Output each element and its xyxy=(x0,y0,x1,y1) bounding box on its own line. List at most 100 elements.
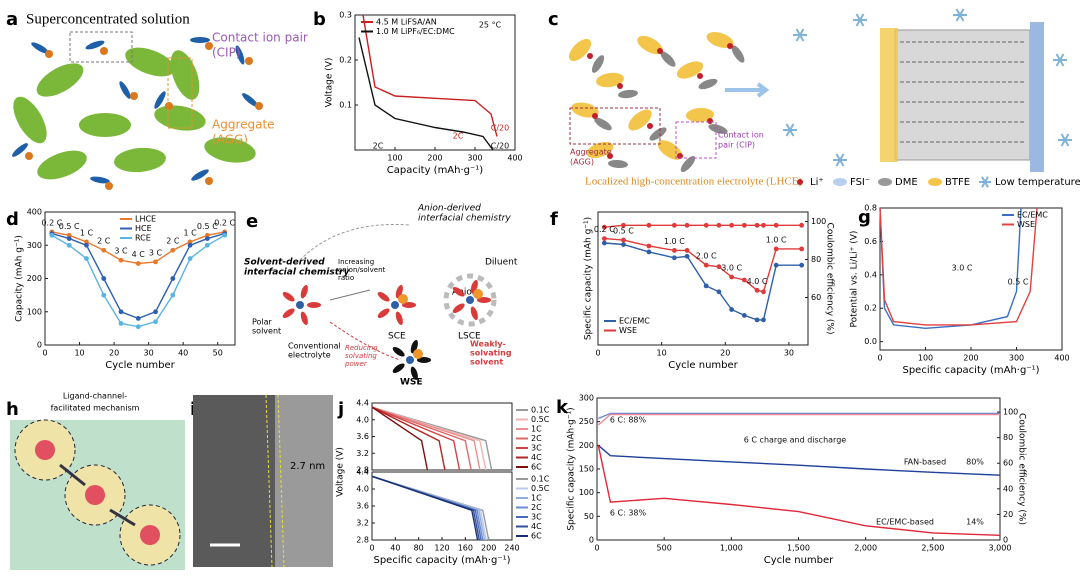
y2-tick-label: 20 xyxy=(1003,510,1013,519)
legend-label: 0.1C xyxy=(531,475,550,484)
molecule xyxy=(79,113,131,137)
series-line xyxy=(879,207,1022,330)
x-tick-label: 0 xyxy=(594,544,599,553)
point xyxy=(135,316,141,321)
y-tick-label: 0 xyxy=(589,536,594,545)
series-line xyxy=(597,445,1001,536)
point xyxy=(671,255,677,261)
point xyxy=(703,283,709,289)
point xyxy=(204,236,210,242)
li xyxy=(707,118,713,124)
y-tick-label: 0.3 xyxy=(339,11,352,20)
point xyxy=(187,256,193,261)
point xyxy=(118,320,124,326)
molecule xyxy=(204,137,256,163)
swatch xyxy=(878,178,892,186)
cation xyxy=(165,102,173,110)
title: Superconcentrated solution xyxy=(26,11,190,27)
legend-label: 6C xyxy=(531,463,542,472)
point xyxy=(204,242,210,248)
solvent-title: interfacial chemistry xyxy=(244,268,350,278)
label: LSCE xyxy=(458,332,481,342)
point xyxy=(153,319,158,325)
panel-label: e xyxy=(246,211,258,232)
y-tick-label: 300 xyxy=(579,394,594,403)
x-tick-label: 1,500 xyxy=(787,544,810,553)
y-tick-label: 0.1 xyxy=(339,101,352,110)
annotation: 2 C xyxy=(166,237,180,246)
annotation: 0.2 C xyxy=(41,218,62,227)
molecule xyxy=(125,47,175,77)
btfe xyxy=(628,109,652,131)
x-tick-label: 40 xyxy=(178,349,188,358)
cation xyxy=(100,47,108,55)
legend-label: WSE xyxy=(619,326,637,335)
label: solvent xyxy=(470,358,503,367)
agg-label: Aggregate xyxy=(212,118,275,132)
series-line xyxy=(371,406,481,471)
legend-label: 1C xyxy=(531,494,542,503)
series-line xyxy=(371,406,446,471)
point xyxy=(754,222,760,228)
y-tick-label: 3.2 xyxy=(356,519,369,528)
cation xyxy=(130,92,138,100)
point xyxy=(222,232,228,238)
anion xyxy=(12,143,28,157)
cation xyxy=(391,301,399,309)
annotation: 1 C xyxy=(183,228,197,237)
annotation: 2C xyxy=(373,142,384,151)
li xyxy=(727,43,733,49)
btfe xyxy=(596,72,624,88)
solvent xyxy=(477,297,491,303)
agg-label: (AGG) xyxy=(570,158,594,167)
panel-label: b xyxy=(313,9,326,30)
legend-label: BTFE xyxy=(945,177,970,188)
solvent xyxy=(392,363,405,374)
point xyxy=(716,289,722,295)
series-line xyxy=(371,475,479,541)
annotation: 3.0 C xyxy=(721,264,742,273)
annotation: 25 °C xyxy=(479,21,502,30)
x-tick-label: 80 xyxy=(414,544,424,553)
legend-label: 0.5C xyxy=(531,415,550,424)
y-tick-label: 2.8 xyxy=(356,536,369,545)
annotation: 0.5 C xyxy=(1008,278,1029,287)
solvent xyxy=(377,291,390,302)
agg-label: Aggregate xyxy=(570,148,612,157)
x-axis-label: Capacity (mAh·g⁻¹) xyxy=(387,165,484,176)
y-axis-label: Capacity (mAh g⁻¹) xyxy=(15,235,25,322)
legend-label: 0.1C xyxy=(531,406,550,415)
x-tick-label: 10 xyxy=(657,349,667,358)
legend-label: DME xyxy=(895,177,918,188)
anion xyxy=(473,289,483,299)
point xyxy=(621,237,626,243)
point xyxy=(101,276,107,281)
cation xyxy=(296,301,304,309)
legend-label: Low temperature xyxy=(995,177,1080,188)
point xyxy=(754,287,760,293)
point xyxy=(671,222,677,228)
point xyxy=(170,247,176,253)
panel-label: d xyxy=(6,209,19,230)
cation xyxy=(25,152,33,160)
caption: Localized high-concentration electrolyte… xyxy=(585,176,802,188)
x-tick-label: 10 xyxy=(74,349,84,358)
annotation: 6 C charge and discharge xyxy=(744,436,846,445)
anion xyxy=(31,42,49,54)
dme xyxy=(660,51,676,67)
point xyxy=(729,222,735,228)
point xyxy=(761,222,766,228)
panel-label: k xyxy=(556,397,569,418)
point xyxy=(187,242,193,248)
btfe xyxy=(686,107,714,123)
y2-tick-label: 60 xyxy=(811,293,821,302)
point xyxy=(118,257,124,263)
anion xyxy=(119,81,131,99)
cation xyxy=(245,57,253,65)
solvent xyxy=(307,302,321,308)
x-tick-label: 160 xyxy=(458,544,473,553)
solvent xyxy=(377,308,390,319)
y-tick-label: 100 xyxy=(27,307,42,316)
x-tick-label: 200 xyxy=(481,544,496,553)
x-tick-label: 120 xyxy=(434,544,449,553)
